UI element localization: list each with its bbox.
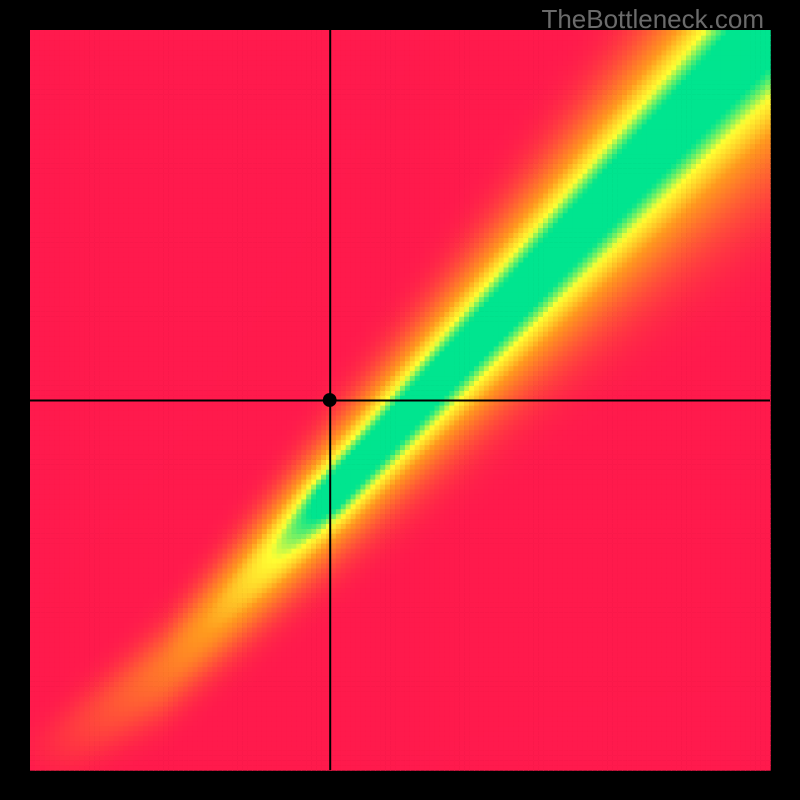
bottleneck-heatmap: TheBottleneck.com — [0, 0, 800, 800]
heatmap-canvas — [0, 0, 800, 800]
